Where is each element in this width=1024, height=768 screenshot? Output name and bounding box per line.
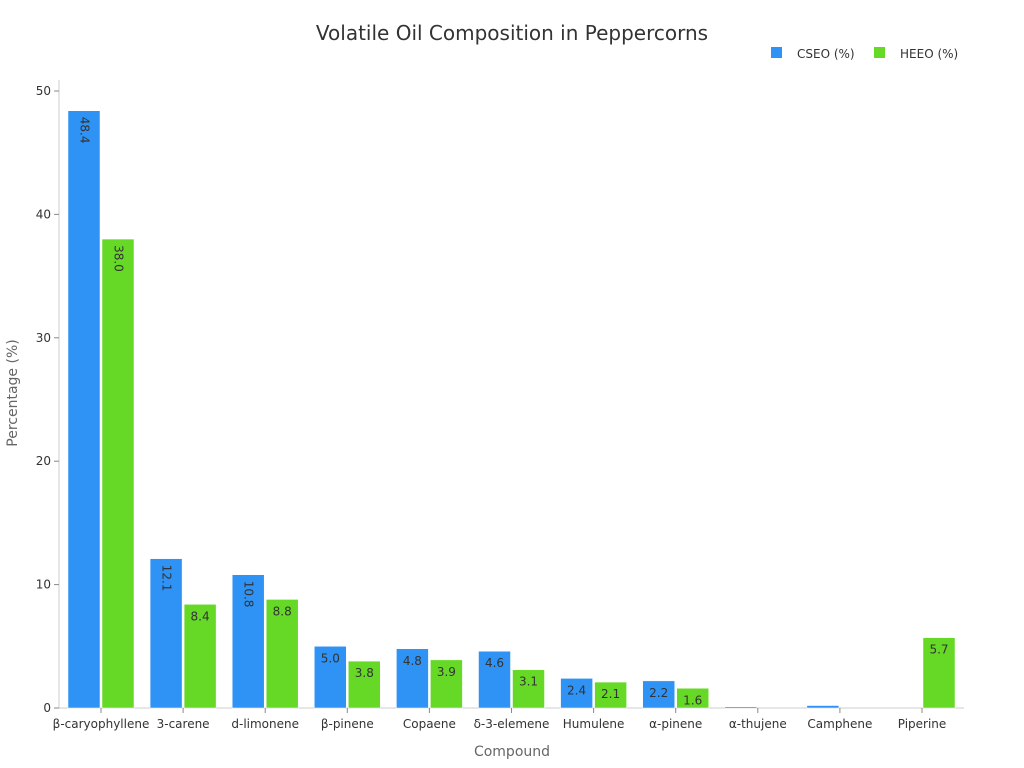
bar-cseo — [67, 110, 101, 709]
data-label: 12.1 — [160, 565, 174, 592]
bar-heeo — [183, 604, 217, 709]
data-label: 5.0 — [321, 651, 340, 665]
bar-cseo — [642, 680, 675, 709]
x-tick-label: Camphene — [807, 717, 872, 731]
bar-cseo — [396, 648, 429, 709]
data-label: 4.6 — [485, 656, 504, 670]
x-tick-label: α-pinene — [649, 717, 702, 731]
bar-heeo — [430, 659, 463, 709]
y-tick-label: 40 — [36, 207, 51, 221]
bar-heeo — [348, 660, 381, 709]
y-tick-label: 20 — [36, 454, 51, 468]
x-tick-label: d-limonene — [231, 717, 299, 731]
data-label: 38.0 — [112, 245, 126, 272]
data-label: 8.8 — [273, 604, 292, 618]
legend-swatch — [771, 47, 782, 58]
x-tick-label: Piperine — [898, 717, 947, 731]
data-label: 10.8 — [242, 581, 256, 608]
x-tick-label: δ-3-elemene — [474, 717, 550, 731]
bar-heeo — [922, 637, 956, 709]
bar-cseo — [478, 650, 511, 709]
chart-title: Volatile Oil Composition in Peppercorns — [316, 21, 708, 45]
y-tick-label: 10 — [36, 578, 51, 592]
bar-cseo — [560, 678, 593, 709]
y-tick-label: 50 — [36, 84, 51, 98]
x-tick-label: Copaene — [403, 717, 456, 731]
bar-cseo — [724, 706, 758, 709]
bar-heeo — [676, 688, 709, 709]
x-tick-label: Humulene — [563, 717, 625, 731]
x-tick-label: β-caryophyllene — [53, 717, 150, 731]
data-label: 48.4 — [78, 117, 92, 144]
bar-heeo — [101, 238, 135, 709]
bar-cseo — [314, 646, 347, 709]
data-label: 2.4 — [567, 683, 586, 697]
legend-swatch — [874, 47, 885, 58]
data-label: 8.4 — [191, 609, 210, 623]
y-axis-label: Percentage (%) — [5, 339, 21, 446]
bar-cseo — [149, 558, 183, 709]
data-label: 3.9 — [437, 665, 456, 679]
y-tick-label: 30 — [36, 331, 51, 345]
bar-heeo — [512, 669, 545, 709]
x-tick-label: 3-carene — [157, 717, 210, 731]
bar-cseo — [231, 574, 265, 709]
data-label: 3.1 — [519, 675, 538, 689]
y-tick-label: 0 — [43, 701, 51, 715]
bar-heeo — [594, 681, 627, 709]
data-label: 2.2 — [649, 686, 668, 700]
data-label: 3.8 — [355, 666, 374, 680]
legend-label: HEEO (%) — [900, 47, 958, 61]
data-label: 1.6 — [683, 693, 702, 707]
bar-heeo — [265, 599, 299, 709]
x-tick-label: α-thujene — [729, 717, 787, 731]
bar-cseo — [806, 705, 840, 709]
x-tick-label: β-pinene — [321, 717, 374, 731]
legend-label: CSEO (%) — [797, 47, 855, 61]
data-label: 5.7 — [929, 643, 948, 657]
x-axis-label: Compound — [474, 744, 550, 760]
data-label: 2.1 — [601, 687, 620, 701]
data-label: 4.8 — [403, 654, 422, 668]
